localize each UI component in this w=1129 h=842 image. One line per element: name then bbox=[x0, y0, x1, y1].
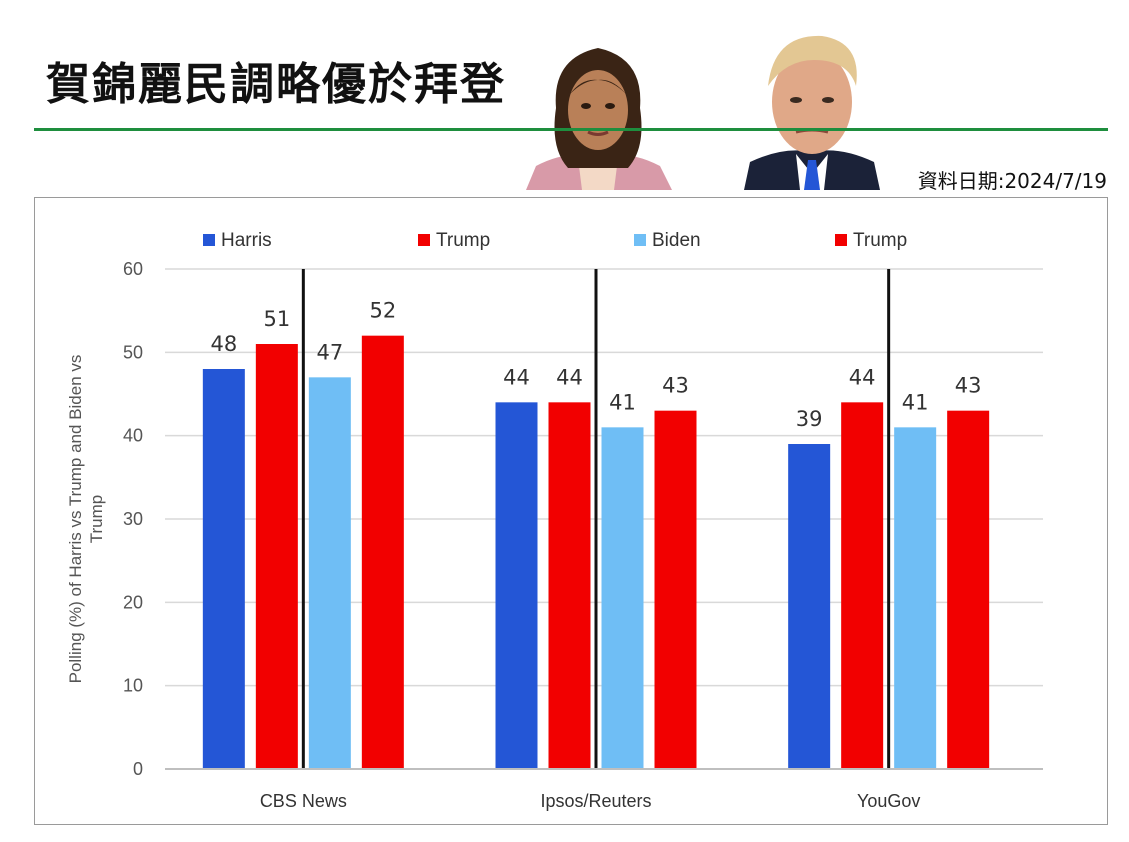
bar-biden bbox=[308, 377, 351, 769]
legend-swatch-trump bbox=[418, 234, 430, 246]
y-tick-label: 20 bbox=[123, 592, 143, 612]
data-label: 51 bbox=[263, 307, 290, 331]
bar-trump bbox=[361, 335, 404, 769]
legend-label-trump: Trump bbox=[436, 230, 490, 251]
data-label: 44 bbox=[503, 365, 530, 389]
x-tick-label: YouGov bbox=[857, 791, 920, 811]
y-axis-title: Polling (%) of Harris vs Trump and Biden… bbox=[66, 355, 106, 684]
legend-label-trump: Trump bbox=[853, 230, 907, 251]
data-label: 48 bbox=[210, 332, 237, 356]
data-label: 41 bbox=[902, 390, 929, 414]
trump-photo bbox=[744, 24, 880, 190]
legend-label-biden: Biden bbox=[652, 230, 701, 251]
data-label: 44 bbox=[849, 365, 876, 389]
data-label: 39 bbox=[796, 407, 823, 431]
legend-label-harris: Harris bbox=[221, 230, 272, 251]
x-tick-label: Ipsos/Reuters bbox=[540, 791, 651, 811]
harris-photo bbox=[516, 38, 680, 190]
data-label: 44 bbox=[556, 365, 583, 389]
y-tick-label: 50 bbox=[123, 342, 143, 362]
legend-swatch-biden bbox=[634, 234, 646, 246]
y-tick-label: 30 bbox=[123, 509, 143, 529]
bar-biden bbox=[601, 427, 644, 769]
data-label: 47 bbox=[316, 340, 343, 364]
page-title: 賀錦麗民調略優於拜登 bbox=[46, 59, 506, 110]
date-note: 資料日期:2024/7/19 bbox=[917, 169, 1107, 193]
y-tick-label: 40 bbox=[123, 426, 143, 446]
bar-harris bbox=[202, 369, 245, 769]
data-label: 43 bbox=[662, 374, 689, 398]
y-tick-label: 10 bbox=[123, 676, 143, 696]
bar-chart: 0 10 20 30 40 50 60 Polling (%) of Harris vs Tr… bbox=[66, 230, 1043, 811]
bar-harris bbox=[495, 402, 538, 769]
bar-trump bbox=[654, 410, 697, 769]
bar-trump bbox=[548, 402, 591, 769]
y-tick-label: 60 bbox=[123, 259, 143, 279]
data-label: 41 bbox=[609, 390, 636, 414]
bar-trump bbox=[947, 410, 990, 769]
data-label: 52 bbox=[369, 299, 396, 323]
y-tick-label: 0 bbox=[133, 759, 143, 779]
bar-harris bbox=[788, 444, 831, 769]
bar-trump bbox=[841, 402, 884, 769]
bar-trump bbox=[255, 344, 298, 769]
x-tick-label: CBS News bbox=[260, 791, 347, 811]
bar-biden bbox=[894, 427, 937, 769]
legend-swatch-harris bbox=[203, 234, 215, 246]
title-divider bbox=[34, 128, 1108, 131]
chart-container: 0 10 20 30 40 50 60 Polling (%) of Harris vs Tr… bbox=[34, 197, 1108, 825]
data-label: 43 bbox=[955, 374, 982, 398]
legend-swatch-trump bbox=[835, 234, 847, 246]
